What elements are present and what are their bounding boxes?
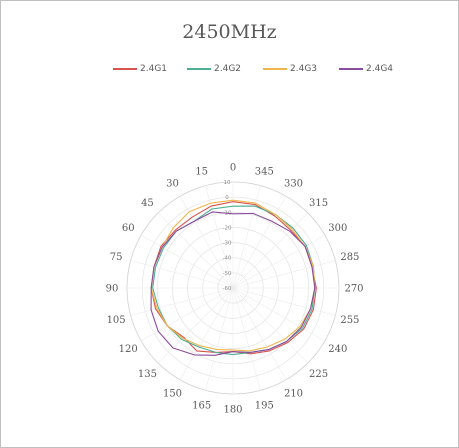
legend-label: 2.4G3 — [290, 64, 318, 74]
legend-label: 2.4G4 — [366, 64, 394, 74]
grid-spoke — [232, 212, 309, 289]
grid-spoke — [232, 287, 309, 364]
legend-entry-2.4G1: 2.4G1 — [113, 64, 167, 74]
legend-swatch — [263, 68, 287, 70]
radial-tick-label: -40 — [223, 256, 232, 262]
legend-label: 2.4G1 — [140, 64, 168, 74]
angle-label-120: 120 — [119, 344, 138, 355]
grid-spoke — [232, 234, 325, 289]
legend-entry-2.4G3: 2.4G3 — [263, 64, 317, 74]
angle-label-180: 180 — [223, 405, 242, 416]
angle-label-195: 195 — [255, 400, 274, 411]
angle-label-255: 255 — [340, 315, 359, 326]
legend-label: 2.4G2 — [214, 64, 242, 74]
radial-tick-label: 10 — [224, 180, 231, 186]
grid-spoke — [205, 287, 234, 391]
angle-label-225: 225 — [309, 369, 328, 380]
grid-spoke — [232, 287, 336, 316]
legend-swatch — [187, 68, 211, 70]
grid-spoke — [179, 287, 234, 380]
angle-label-30: 30 — [166, 179, 179, 190]
radial-tick-label: -50 — [223, 271, 232, 277]
angle-label-0: 0 — [230, 163, 236, 174]
angle-label-135: 135 — [138, 369, 157, 380]
legend-swatch — [113, 68, 137, 70]
chart-title: 2450MHz — [182, 21, 277, 43]
grid-spoke — [232, 287, 287, 380]
angle-label-285: 285 — [340, 252, 359, 263]
legend-entry-2.4G4: 2.4G4 — [339, 64, 393, 74]
angle-label-330: 330 — [284, 179, 303, 190]
grid-spoke — [232, 260, 336, 289]
angle-label-105: 105 — [107, 315, 126, 326]
angle-label-15: 15 — [195, 167, 208, 178]
angle-label-150: 150 — [163, 388, 182, 399]
angle-label-300: 300 — [328, 223, 347, 234]
radial-tick-label: -20 — [223, 225, 232, 231]
angle-label-90: 90 — [106, 284, 119, 295]
angle-label-270: 270 — [344, 284, 363, 295]
radial-tick-label: -60 — [223, 286, 232, 292]
angle-label-75: 75 — [110, 252, 123, 263]
radial-tick-label: -30 — [223, 241, 232, 247]
radial-tick-label: 0 — [225, 195, 229, 201]
angle-label-45: 45 — [141, 198, 154, 209]
series-line-2.4G2 — [152, 205, 316, 356]
grid-spoke — [157, 212, 234, 289]
grid-spoke — [130, 287, 234, 316]
grid-spoke — [157, 287, 234, 364]
grid-spoke — [130, 260, 234, 289]
grid-spoke — [232, 287, 325, 342]
angle-label-240: 240 — [328, 344, 347, 355]
grid-spoke — [141, 234, 234, 289]
angle-label-315: 315 — [309, 198, 328, 209]
angle-label-345: 345 — [255, 167, 274, 178]
legend-entry-2.4G2: 2.4G2 — [187, 64, 241, 74]
angle-label-165: 165 — [192, 400, 211, 411]
grid-spoke — [141, 287, 234, 342]
angle-label-210: 210 — [284, 388, 303, 399]
grid-spoke — [232, 196, 287, 289]
legend-swatch — [339, 68, 363, 70]
series-line-2.4G4 — [150, 211, 316, 356]
angle-label-60: 60 — [122, 223, 135, 234]
legend: 2.4G1 2.4G2 2.4G3 2.4G4 — [1, 64, 458, 80]
grid-spoke — [232, 287, 261, 391]
